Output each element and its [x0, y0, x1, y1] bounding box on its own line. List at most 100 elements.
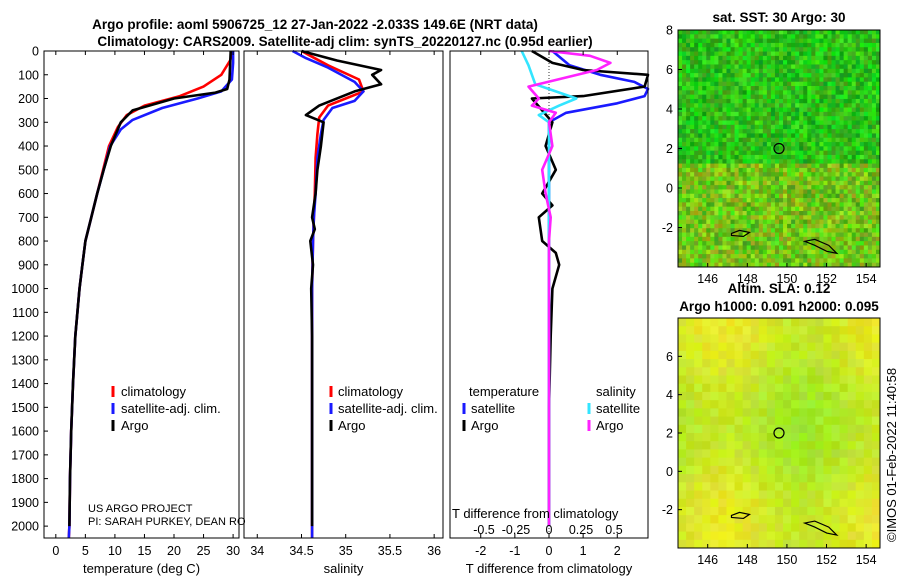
map-cell [795, 249, 800, 255]
map-cell [694, 258, 699, 264]
map-cell [694, 73, 699, 78]
map-cell [787, 150, 792, 156]
map-cell [690, 47, 695, 52]
map-cell [871, 64, 877, 70]
map-cell [722, 180, 727, 186]
map-cell [706, 249, 711, 255]
map-cell [766, 441, 776, 450]
map-cell [875, 254, 881, 259]
map-cell [726, 142, 731, 147]
map-cell [686, 30, 691, 35]
map-cell [807, 359, 816, 368]
map-cell [835, 81, 840, 87]
map-cell [718, 498, 727, 508]
sla-map-title-1: Altim. SLA: 0.12 [728, 281, 831, 296]
map-cell [750, 167, 756, 173]
map-cell [718, 482, 727, 491]
map-cell [754, 55, 760, 61]
map-cell [722, 206, 727, 212]
map-cell [754, 167, 760, 173]
map-cell [823, 77, 828, 83]
map-cell [678, 219, 683, 225]
map-cell [766, 163, 772, 169]
map-cell [827, 262, 832, 268]
map-cell [795, 245, 800, 251]
map-cell [734, 98, 739, 104]
map-cell [718, 359, 727, 368]
map-cell [835, 219, 840, 225]
map-cell [734, 55, 739, 61]
map-cell [823, 465, 832, 475]
map-cell [758, 51, 764, 57]
map-cell [795, 142, 800, 147]
map-cell [835, 77, 840, 83]
map-cell [875, 98, 881, 104]
map-cell [839, 68, 845, 74]
map-cell [875, 30, 881, 35]
map-cell [710, 219, 715, 225]
map-cell [742, 73, 748, 78]
map-cell [811, 180, 816, 186]
map-cell [758, 490, 768, 500]
map-cell [734, 262, 739, 268]
map-cell [754, 241, 760, 246]
map-cell [698, 245, 703, 251]
coastline [730, 511, 839, 537]
map-cell [815, 210, 820, 216]
map-cell [690, 245, 695, 251]
map-cell [823, 383, 832, 393]
map-cell [835, 34, 840, 40]
map-cell [718, 367, 727, 376]
map-cell [855, 60, 861, 65]
map-cell [774, 424, 784, 434]
map-cell [742, 342, 752, 352]
map-cell [871, 150, 877, 156]
map-cell [734, 245, 739, 251]
map-cell [742, 77, 748, 83]
map-cell [706, 55, 711, 61]
map-cell [726, 47, 731, 52]
map-cell [819, 64, 824, 70]
map-cell [750, 258, 756, 264]
map-cell [859, 258, 865, 264]
map-cell [746, 254, 752, 259]
map-cell [779, 86, 784, 91]
map-cell [686, 34, 691, 40]
map-cell [835, 249, 840, 255]
map-cell [694, 531, 703, 541]
map-cell [791, 98, 796, 104]
map-cell [686, 254, 691, 259]
map-cell [682, 254, 687, 259]
map-cell [871, 498, 881, 508]
map-cell [787, 228, 792, 233]
map-cell [710, 198, 715, 203]
map-cell [714, 77, 719, 83]
map-cell [738, 202, 744, 208]
map-cell [682, 180, 687, 186]
map-cell [871, 215, 877, 220]
map-cell [791, 94, 796, 100]
map-cell [770, 202, 776, 208]
map-cell [779, 159, 784, 164]
y-tick-label: 100 [18, 68, 39, 82]
map-cell [742, 176, 748, 182]
map-cell [839, 116, 845, 121]
difference-legend: temperature salinity satellite Argo sate… [462, 384, 640, 433]
map-cell [686, 416, 695, 426]
map-cell [770, 193, 776, 199]
map-cell [807, 137, 812, 143]
map-cell [815, 90, 820, 96]
map-cell [799, 73, 804, 78]
map-cell [722, 30, 727, 35]
map-cell [843, 228, 849, 233]
map-cell [774, 38, 780, 44]
map-cell [742, 124, 748, 130]
map-cell [766, 133, 772, 139]
map-cell [762, 51, 768, 57]
map-cell [694, 219, 699, 225]
map-cell [758, 457, 768, 467]
map-cell [827, 86, 832, 91]
map-cell [734, 94, 739, 100]
map-cell [766, 408, 776, 417]
map-cell [779, 129, 784, 134]
